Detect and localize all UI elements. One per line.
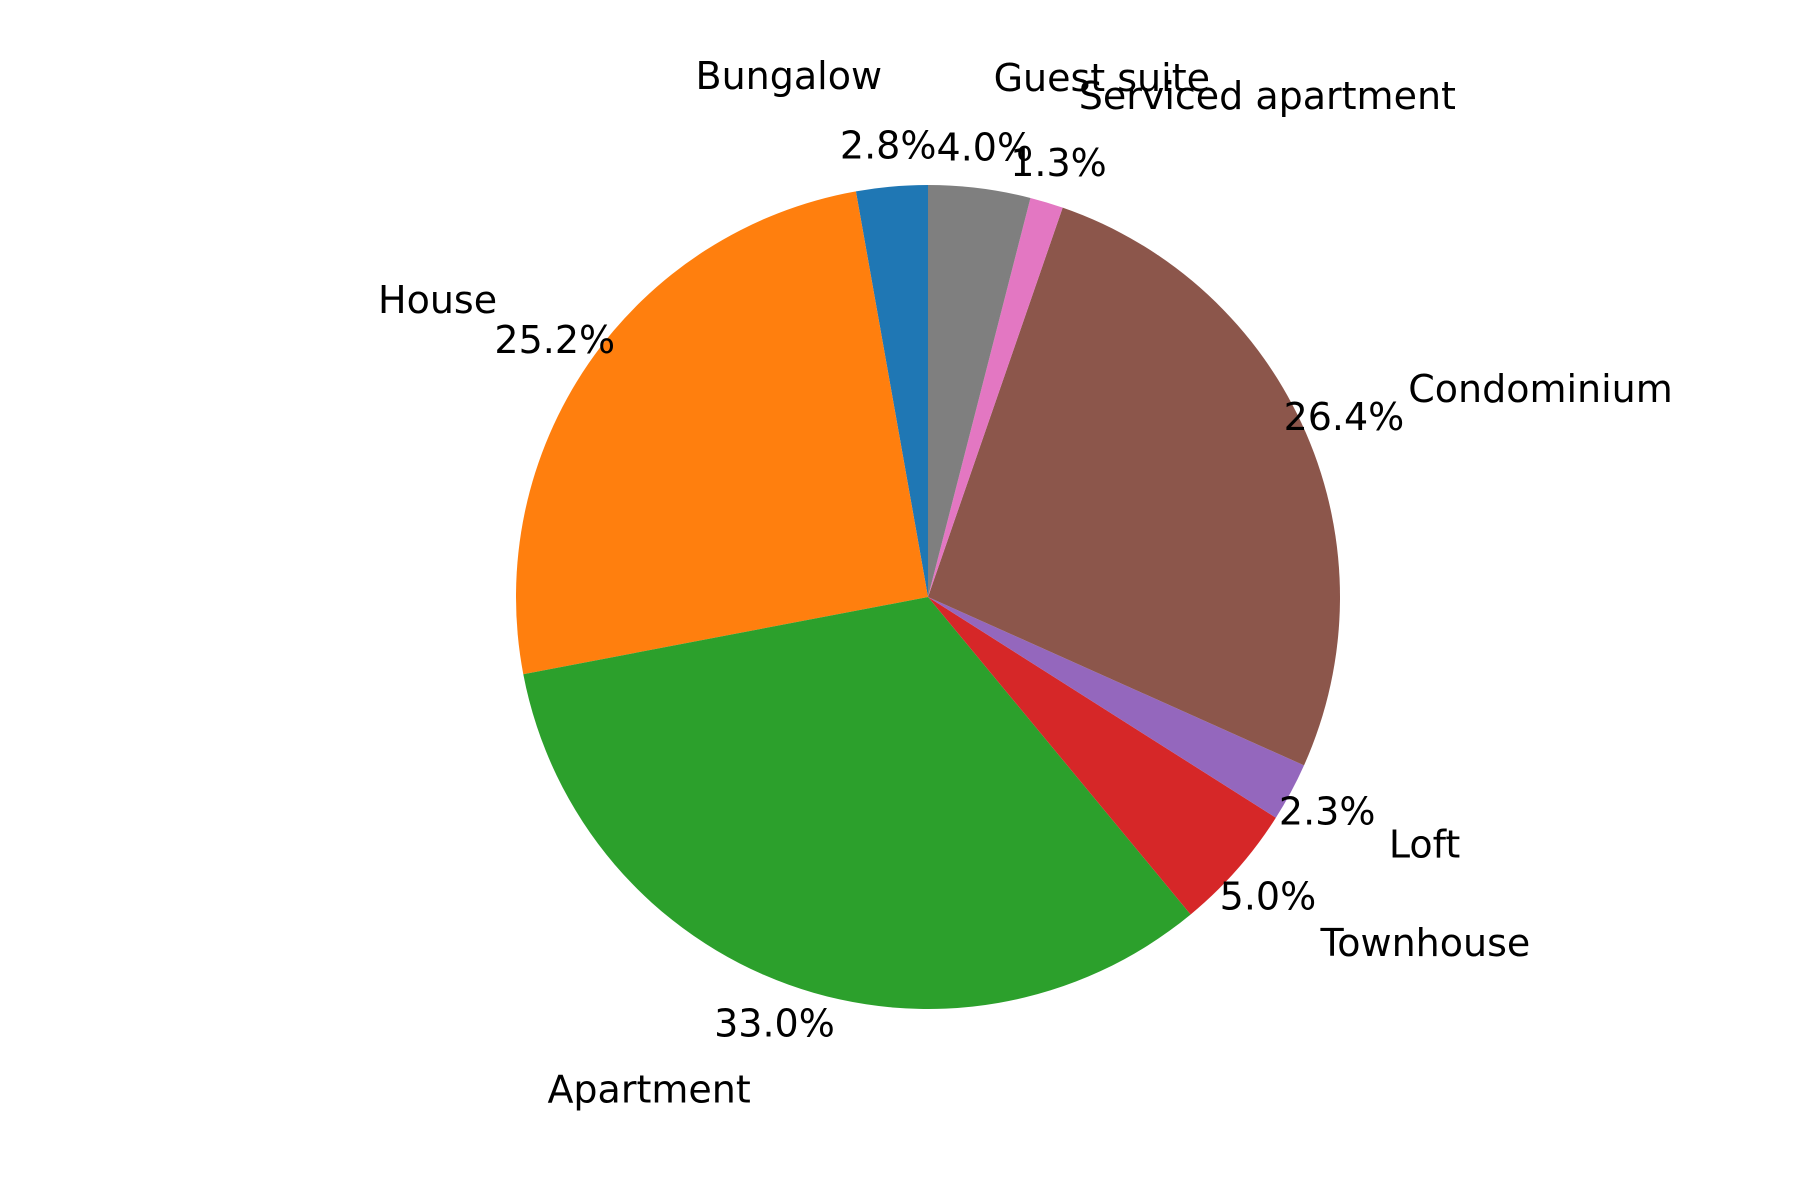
pct-label-house: 25.2% (494, 318, 615, 362)
pie-slice-guest-suite (928, 185, 1031, 597)
pie-slice-house (516, 191, 928, 675)
pct-label-serviced-apartment: 1.3% (1010, 141, 1107, 185)
category-label-townhouse: Townhouse (1319, 921, 1530, 965)
pie-slice-condominium (928, 207, 1340, 766)
pct-label-guest-suite: 4.0% (937, 125, 1034, 169)
category-label-condominium: Condominium (1408, 367, 1673, 411)
pct-label-loft: 2.3% (1279, 790, 1376, 834)
pie-slice-loft (928, 597, 1305, 818)
pct-label-townhouse: 5.0% (1220, 875, 1317, 919)
category-label-loft: Loft (1389, 823, 1460, 867)
pct-label-condominium: 26.4% (1284, 395, 1405, 439)
pie-slice-bungalow (855, 185, 928, 597)
category-label-apartment: Apartment (547, 1067, 750, 1111)
category-label-guest-suite: Guest suite (994, 56, 1210, 100)
pct-label-bungalow: 2.8% (840, 124, 937, 168)
category-label-bungalow: Bungalow (696, 54, 883, 98)
pie-slice-townhouse (928, 597, 1276, 915)
pie-labels: 2.8% Bungalow 25.2%House 33.0% Apartment 5.0%… (378, 54, 1673, 1112)
category-label-serviced-apartment: Serviced apartment (1079, 74, 1456, 118)
pie-slice-apartment (523, 597, 1191, 1009)
pct-label-apartment: 33.0% (714, 1001, 835, 1045)
pie-slices (516, 185, 1340, 1009)
category-label-house: House (378, 278, 497, 322)
pie-slice-serviced-apartment (928, 197, 1063, 598)
